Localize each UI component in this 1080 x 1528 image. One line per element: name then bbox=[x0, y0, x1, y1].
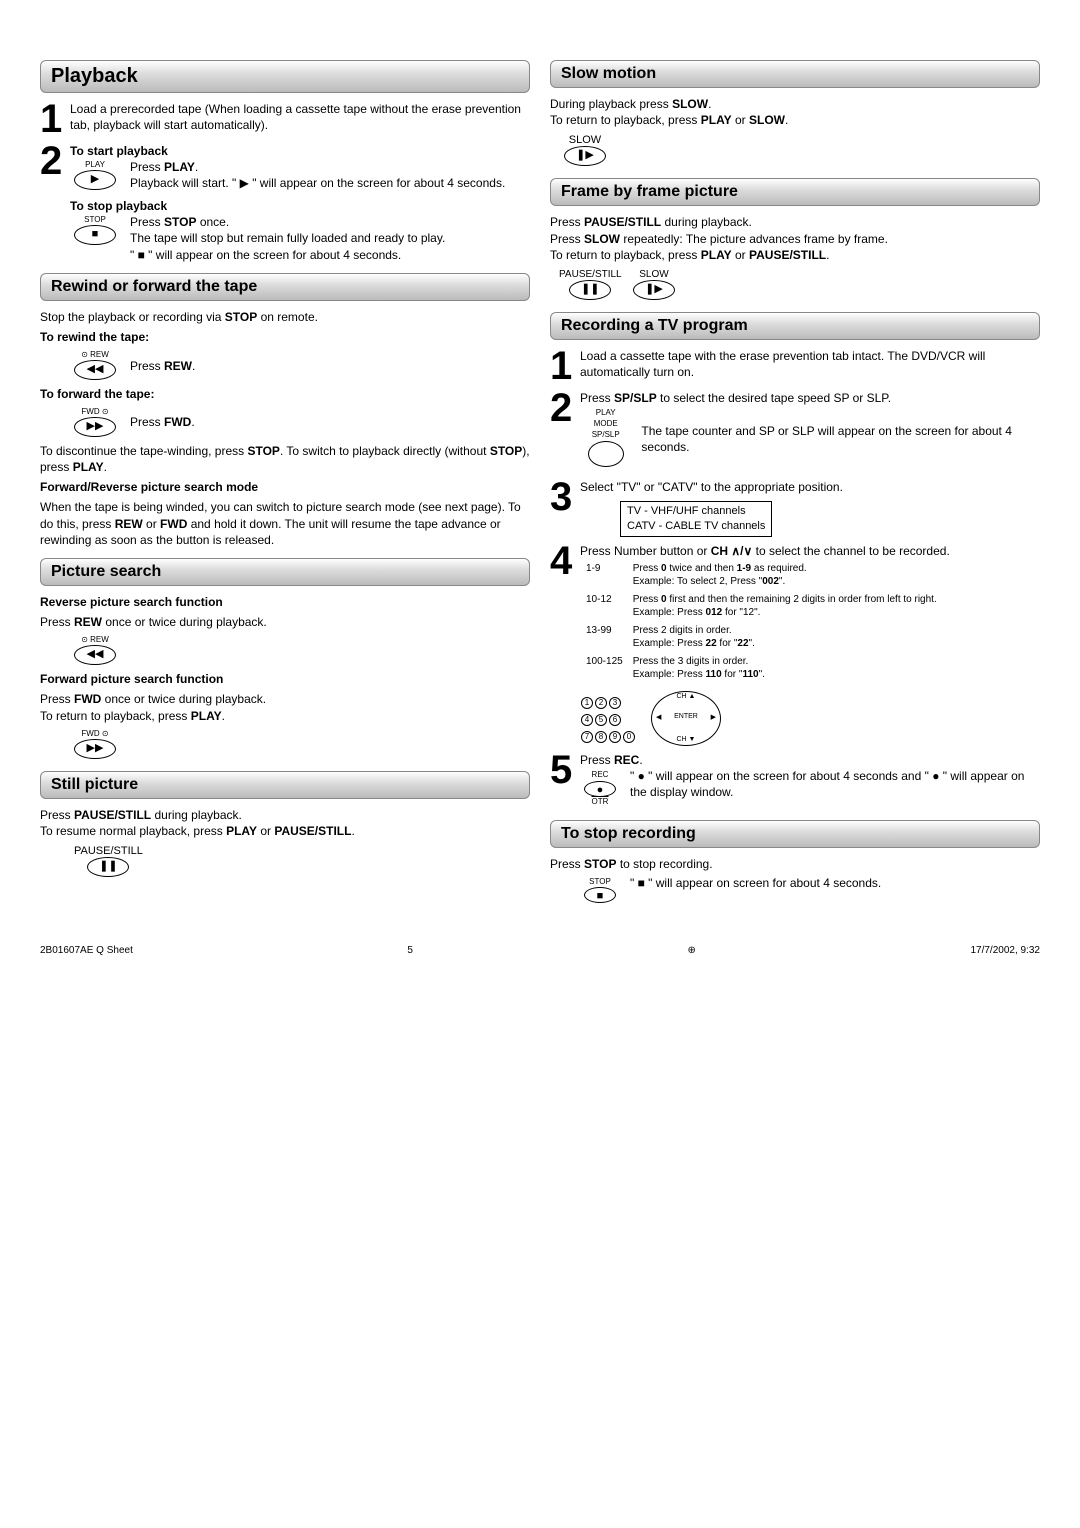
pause-button-icon: ❚❚ bbox=[569, 280, 611, 300]
tv-channels-box: TV - VHF/UHF channels CATV - CABLE TV ch… bbox=[620, 501, 772, 537]
hdr-stoprec: To stop recording bbox=[550, 820, 1040, 848]
substep-title: Forward picture search function bbox=[40, 671, 530, 687]
step-text: The tape counter and SP or SLP will appe… bbox=[641, 423, 1040, 455]
button-label: PLAY bbox=[74, 161, 116, 170]
fwd-button-icon: ▶▶ bbox=[74, 417, 116, 437]
substep-title: To forward the tape: bbox=[40, 386, 530, 402]
button-label: SLOW bbox=[564, 134, 606, 146]
step-text: Press REC. bbox=[580, 752, 1040, 768]
dpad-icon: CH ▲ CH ▼ ◀ ▶ ENTER bbox=[651, 691, 721, 746]
step-number: 1 bbox=[40, 101, 70, 137]
step-text: Select "TV" or "CATV" to the appropriate… bbox=[580, 479, 1040, 495]
hdr-still: Still picture bbox=[40, 771, 530, 799]
step-number: 4 bbox=[550, 543, 580, 579]
footer-pagenum: 5 bbox=[407, 945, 413, 956]
footer-date: 17/7/2002, 9:32 bbox=[970, 945, 1040, 956]
rec-button-icon: ● bbox=[584, 781, 616, 797]
step-text: " ■ " will appear on screen for about 4 … bbox=[630, 876, 881, 905]
paragraph: Press REW once or twice during playback. bbox=[40, 614, 530, 630]
slow-button-icon: ❚▶ bbox=[564, 146, 606, 166]
paragraph: During playback press SLOW.To return to … bbox=[550, 96, 1040, 128]
step-text: Press PLAY. Playback will start. " ▶ " w… bbox=[130, 159, 505, 191]
button-label: PAUSE/STILL bbox=[74, 845, 143, 857]
spslp-button-icon bbox=[588, 441, 624, 467]
footer-docid: 2B01607AE Q Sheet bbox=[40, 945, 133, 956]
step-text: Load a prerecorded tape (When loading a … bbox=[70, 101, 530, 133]
button-label: FWD ⊙ bbox=[74, 408, 116, 417]
button-label: ⊙ REW bbox=[74, 636, 116, 645]
stop-button-icon: ■ bbox=[74, 225, 116, 245]
button-label: FWD ⊙ bbox=[74, 730, 116, 739]
button-label: STOP bbox=[74, 216, 116, 225]
paragraph: Press STOP to stop recording. bbox=[550, 856, 1040, 872]
step-text: " ● " will appear on the screen for abou… bbox=[630, 768, 1040, 810]
button-label: ⊙ REW bbox=[74, 351, 116, 360]
button-label: OTR bbox=[584, 797, 616, 808]
button-label: STOP bbox=[584, 878, 616, 887]
slow-button-icon: ❚▶ bbox=[633, 280, 675, 300]
paragraph: Press PAUSE/STILL during playback.To res… bbox=[40, 807, 530, 839]
step-text: Press FWD. bbox=[130, 415, 195, 429]
button-label: PLAY MODE bbox=[584, 408, 627, 430]
paragraph: Press PAUSE/STILL during playback. Press… bbox=[550, 214, 1040, 263]
page-footer: 2B01607AE Q Sheet 5 ⊕ 17/7/2002, 9:32 bbox=[40, 945, 1040, 956]
button-label: SP/SLP bbox=[584, 430, 627, 441]
hdr-picsearch: Picture search bbox=[40, 558, 530, 586]
step-number: 1 bbox=[550, 348, 580, 384]
step-number: 5 bbox=[550, 752, 580, 788]
play-button-icon: ▶ bbox=[74, 170, 116, 190]
pause-button-icon: ❚❚ bbox=[87, 857, 129, 877]
button-label: REC bbox=[584, 770, 616, 781]
number-pad-icon: 123 456 7890 bbox=[580, 693, 636, 744]
substep-title: To stop playback bbox=[70, 198, 530, 214]
step-number: 3 bbox=[550, 479, 580, 515]
rew-button-icon: ◀◀ bbox=[74, 645, 116, 665]
crop-mark-icon: ⊕ bbox=[688, 945, 696, 956]
hdr-frame: Frame by frame picture bbox=[550, 178, 1040, 206]
substep-title: Forward/Reverse picture search mode bbox=[40, 479, 530, 495]
step-number: 2 bbox=[40, 143, 70, 179]
button-label: SLOW bbox=[633, 269, 675, 280]
channel-table: 1-9Press 0 twice and then 1-9 as require… bbox=[580, 559, 943, 685]
paragraph: When the tape is being winded, you can s… bbox=[40, 499, 530, 548]
substep-title: Reverse picture search function bbox=[40, 594, 530, 610]
step-number: 2 bbox=[550, 390, 580, 426]
fwd-button-icon: ▶▶ bbox=[74, 739, 116, 759]
step-text: Press SP/SLP to select the desired tape … bbox=[580, 390, 1040, 406]
paragraph: Stop the playback or recording via STOP … bbox=[40, 309, 530, 325]
step-text: Press Number button or CH ∧/∨ to select … bbox=[580, 543, 1040, 559]
substep-title: To start playback bbox=[70, 143, 530, 159]
hdr-rewind: Rewind or forward the tape bbox=[40, 273, 530, 301]
hdr-recording: Recording a TV program bbox=[550, 312, 1040, 340]
step-text: Press STOP once. The tape will stop but … bbox=[130, 214, 445, 263]
stop-button-icon: ■ bbox=[584, 887, 616, 903]
paragraph: Press FWD once or twice during playback.… bbox=[40, 691, 530, 723]
hdr-playback: Playback bbox=[40, 60, 530, 93]
substep-title: To rewind the tape: bbox=[40, 329, 530, 345]
paragraph: To discontinue the tape-winding, press S… bbox=[40, 443, 530, 475]
step-text: Press REW. bbox=[130, 359, 195, 373]
step-text: Load a cassette tape with the erase prev… bbox=[580, 348, 1040, 380]
rew-button-icon: ◀◀ bbox=[74, 360, 116, 380]
hdr-slow: Slow motion bbox=[550, 60, 1040, 88]
button-label: PAUSE/STILL bbox=[559, 269, 622, 280]
